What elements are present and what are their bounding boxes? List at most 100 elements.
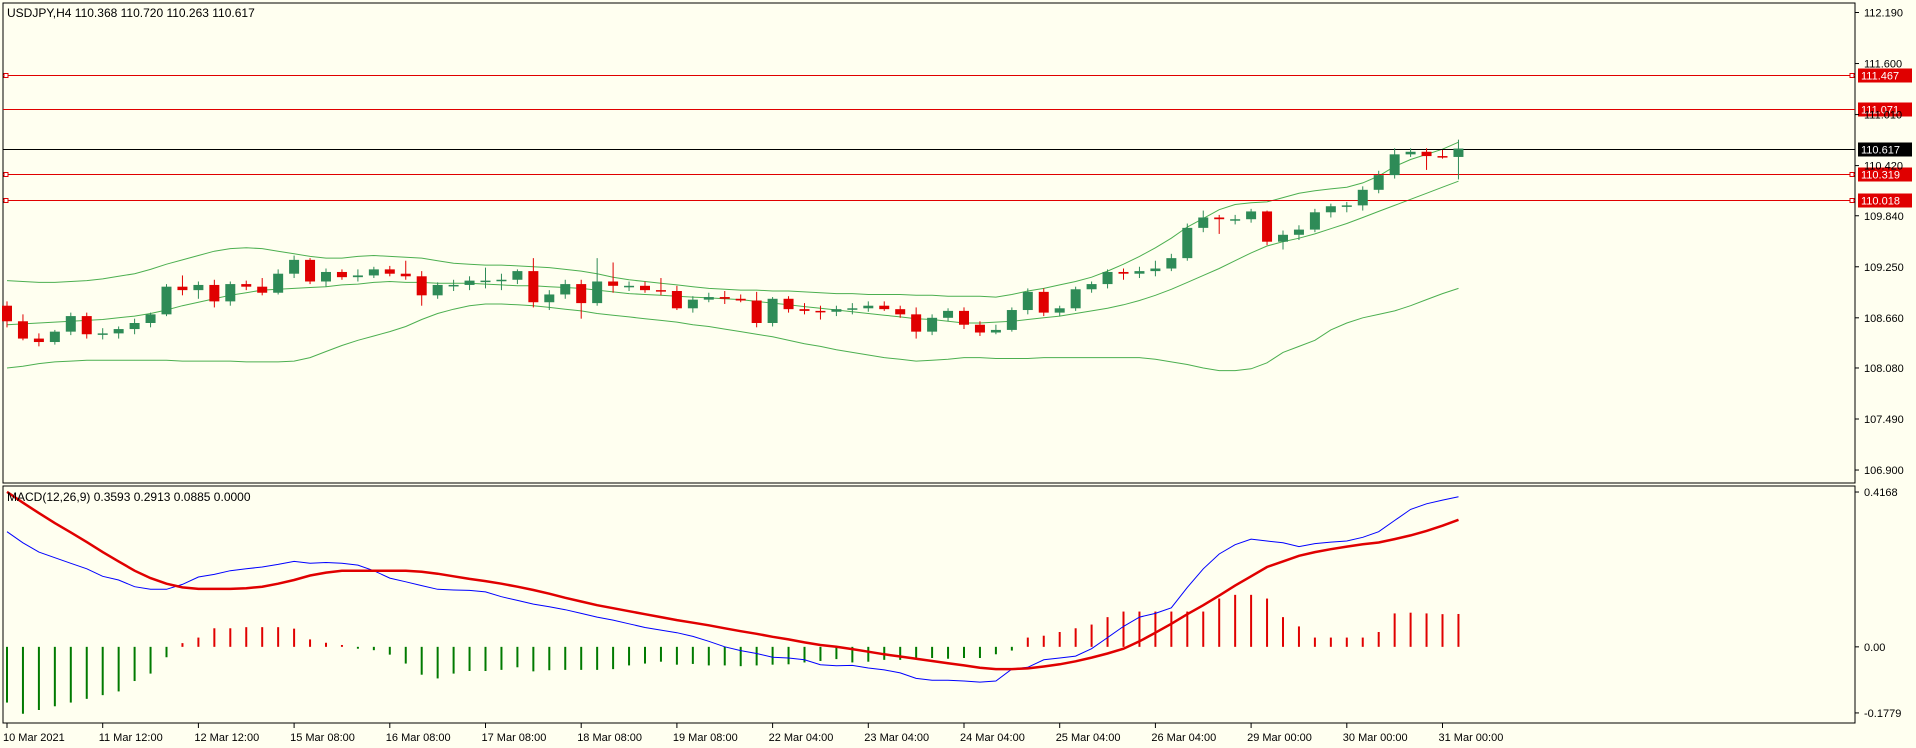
level-line-handle[interactable] (1849, 172, 1855, 177)
macd-main-line (6, 496, 1459, 683)
time-tick-label: 12 Mar 12:00 (194, 732, 259, 744)
candle-body (895, 309, 906, 315)
candle (177, 275, 188, 296)
candle-body (1437, 156, 1448, 158)
candle-body (464, 280, 475, 285)
candle-body (65, 316, 76, 332)
level-price-tag (1858, 68, 1912, 83)
macd-tick-label: 0.00 (1864, 642, 1885, 654)
candle-body (177, 286, 188, 291)
candle (17, 314, 28, 341)
candles (2, 139, 1464, 347)
candle (2, 301, 12, 328)
candle (655, 278, 666, 296)
candle-body (97, 333, 108, 335)
candle (592, 258, 603, 306)
time-tick-label: 23 Mar 04:00 (864, 732, 929, 744)
candle-body (384, 269, 395, 274)
candle (384, 265, 395, 277)
candle-body (687, 299, 698, 309)
candle-body (225, 284, 236, 302)
candle-body (1421, 151, 1432, 157)
candle-body (1054, 308, 1065, 313)
candle (241, 280, 252, 291)
current-price-tag (1858, 142, 1912, 157)
price-panel[interactable]: 111.467 111.071 110.319 110.018 110.617 112.… (2, 2, 1912, 484)
candle (1038, 288, 1049, 317)
candle-body (847, 308, 858, 310)
candle-body (1341, 205, 1352, 207)
candle (129, 318, 140, 335)
candle-body (352, 275, 363, 278)
candle (97, 328, 108, 340)
candle-body (368, 269, 379, 276)
candle (735, 294, 746, 303)
candle (480, 267, 491, 289)
time-tick-label: 22 Mar 04:00 (769, 732, 834, 744)
candle (1246, 208, 1257, 223)
candle-body (1325, 206, 1336, 213)
level-line-handle[interactable] (1849, 73, 1855, 78)
candle (1006, 307, 1017, 332)
candle-body (943, 310, 954, 318)
candle (1198, 210, 1209, 233)
candle (161, 284, 172, 317)
candle (416, 271, 427, 306)
candle-body (257, 286, 268, 293)
candle (990, 324, 1001, 335)
candle-body (879, 305, 890, 310)
candle (1054, 305, 1065, 317)
candle-body (624, 285, 635, 288)
candle (432, 282, 443, 299)
candle-body (640, 285, 650, 291)
price-tick-label: 111.010 (1864, 110, 1902, 122)
candle (512, 269, 523, 285)
candle (687, 296, 698, 313)
candle (831, 305, 842, 317)
level-price-tag (1858, 102, 1912, 117)
bb-middle-line (6, 180, 1459, 326)
candle-body (1102, 271, 1113, 285)
candle (1166, 253, 1177, 272)
bb-upper-line (6, 141, 1459, 298)
candle-body (81, 316, 92, 335)
level-line-handle[interactable] (3, 73, 9, 78)
horizontal-levels[interactable]: 111.467 111.071 110.319 110.018 110.617 (3, 68, 1912, 208)
candle (305, 258, 316, 285)
candle-body (1262, 211, 1273, 242)
level-line-handle[interactable] (3, 198, 9, 203)
time-tick-label: 31 Mar 00:00 (1439, 732, 1504, 744)
candle-body (671, 291, 682, 309)
candle-body (815, 310, 826, 313)
candle (225, 281, 236, 306)
candle (1022, 288, 1033, 315)
candle-body (974, 324, 985, 333)
level-line-handle[interactable] (1849, 198, 1855, 203)
candle (1102, 269, 1113, 289)
level-line-handle[interactable] (3, 172, 9, 177)
candle-body (480, 280, 491, 283)
candle (496, 273, 507, 291)
level-price-label: 111.071 (1861, 105, 1899, 117)
candle-body (1182, 227, 1193, 259)
candle-body (129, 323, 140, 330)
candle (1309, 208, 1320, 233)
candle (1134, 266, 1145, 279)
macd-axis: 0.4168 0.00 -0.1779 (1855, 487, 1901, 720)
price-tick-label: 112.190 (1864, 8, 1903, 20)
candle (336, 269, 347, 280)
time-tick-label: 18 Mar 08:00 (577, 732, 642, 744)
candle-body (608, 281, 619, 286)
candle-body (432, 284, 443, 296)
candle (863, 301, 874, 312)
level-price-label: 111.467 (1861, 71, 1899, 83)
candle-body (305, 259, 316, 282)
price-tick-label: 109.250 (1864, 262, 1904, 274)
time-axis: 10 Mar 2021 11 Mar 12:00 12 Mar 12:00 15 Ma… (3, 723, 1503, 744)
macd-panel[interactable]: 0.4168 0.00 -0.1779 MACD(12,26,9) 0.3593 0… (2, 485, 1901, 724)
candle-body (863, 305, 874, 309)
candle (815, 305, 826, 320)
candle (209, 279, 220, 308)
candle-body (751, 300, 762, 323)
